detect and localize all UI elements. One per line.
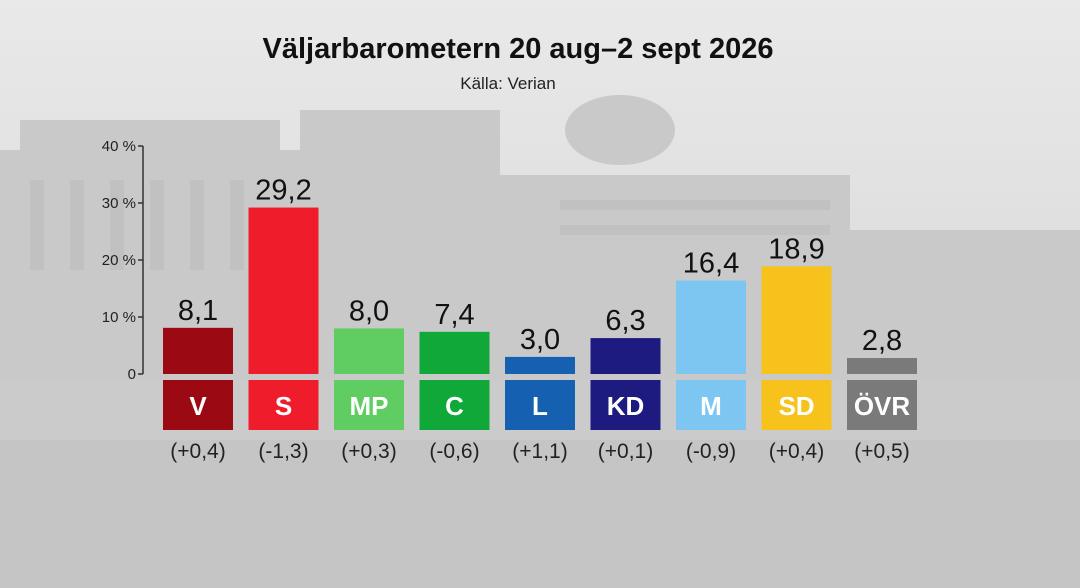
y-axis: 0 10 % 20 % 30 % 40 % bbox=[102, 138, 144, 383]
change-label: (+0,4) bbox=[769, 440, 824, 463]
party-box-sd bbox=[761, 380, 832, 430]
category-label: C bbox=[445, 391, 464, 421]
party-box-kd bbox=[590, 380, 661, 430]
bar-m bbox=[676, 280, 746, 374]
y-tick-label: 0 bbox=[128, 366, 136, 383]
bar-mp bbox=[334, 328, 404, 374]
bar-kd bbox=[590, 338, 661, 374]
party-box-m bbox=[676, 380, 746, 430]
data-label: 7,4 bbox=[434, 299, 474, 331]
change-label: (+0,4) bbox=[170, 440, 225, 463]
party-box-l bbox=[505, 380, 575, 430]
data-label: 2,8 bbox=[862, 325, 902, 357]
chart-title: Väljarbarometern 20 aug–2 sept 2026 bbox=[263, 33, 774, 65]
y-tick-label: 40 % bbox=[102, 138, 136, 155]
party-box-c bbox=[419, 380, 490, 430]
category-label: L bbox=[532, 391, 548, 421]
party-box-övr bbox=[847, 380, 917, 430]
data-label: 18,9 bbox=[768, 233, 824, 265]
change-label: (+0,5) bbox=[854, 440, 909, 463]
change-label: (+1,1) bbox=[512, 440, 567, 463]
data-label: 3,0 bbox=[520, 324, 560, 356]
data-label: 8,0 bbox=[349, 295, 389, 327]
category-label: V bbox=[189, 391, 207, 421]
chart-subtitle: Källa: Verian bbox=[460, 74, 555, 93]
category-label: SD bbox=[778, 391, 814, 421]
bar-v bbox=[163, 327, 233, 374]
bar-övr bbox=[847, 358, 917, 374]
y-tick-label: 10 % bbox=[102, 309, 136, 326]
bar-sd bbox=[761, 266, 832, 374]
data-label: 6,3 bbox=[605, 305, 645, 337]
change-label: (-0,9) bbox=[686, 440, 736, 463]
category-label: S bbox=[275, 391, 292, 421]
bar-l bbox=[505, 356, 575, 374]
category-label: M bbox=[700, 391, 722, 421]
bar-s bbox=[248, 207, 319, 374]
category-label: ÖVR bbox=[854, 391, 911, 421]
bar-c bbox=[419, 331, 490, 374]
data-label: 29,2 bbox=[255, 175, 311, 207]
change-label: (-0,6) bbox=[429, 440, 479, 463]
change-label: (+0,3) bbox=[341, 440, 396, 463]
change-label: (+0,1) bbox=[598, 440, 653, 463]
change-label: (-1,3) bbox=[258, 440, 308, 463]
y-tick-label: 30 % bbox=[102, 195, 136, 212]
data-label: 8,1 bbox=[178, 295, 218, 327]
bars-group: 8,1 V (+0,4) 29,2 S (-1,3) 8,0 MP (+0,3) 7,4 C (-0,… bbox=[163, 175, 917, 463]
y-tick-label: 20 % bbox=[102, 252, 136, 269]
party-box-v bbox=[163, 380, 233, 430]
party-box-mp bbox=[334, 380, 404, 430]
data-label: 16,4 bbox=[683, 248, 739, 280]
party-box-s bbox=[248, 380, 319, 430]
category-label: KD bbox=[607, 391, 645, 421]
category-label: MP bbox=[350, 391, 389, 421]
